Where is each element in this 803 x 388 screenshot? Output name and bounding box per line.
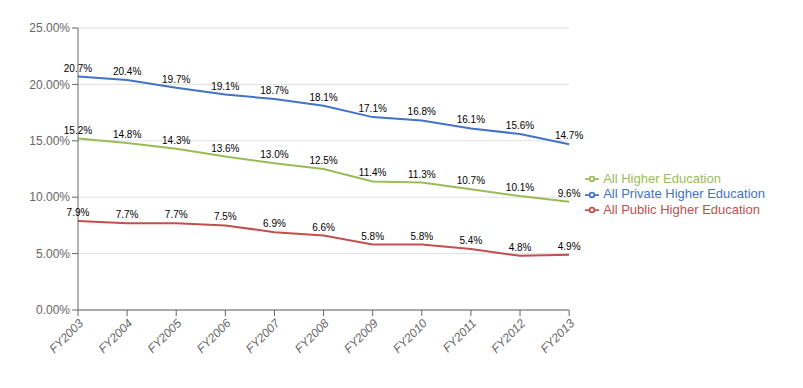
svg-text:FY2006: FY2006 (194, 316, 234, 356)
svg-text:FY2004: FY2004 (96, 316, 136, 356)
svg-text:4.9%: 4.9% (558, 241, 581, 252)
svg-text:FY2009: FY2009 (341, 316, 381, 356)
svg-text:15.6%: 15.6% (506, 120, 534, 131)
html-text:All Public Higher Education: All Public Higher Education (603, 201, 760, 217)
svg-text:10.1%: 10.1% (506, 182, 534, 193)
svg-text:9.6%: 9.6% (558, 188, 581, 199)
svg-text:FY2013: FY2013 (538, 316, 578, 356)
svg-text:14.8%: 14.8% (113, 129, 141, 140)
svg-text:19.1%: 19.1% (211, 81, 239, 92)
svg-text:17.1%: 17.1% (359, 103, 387, 114)
svg-text:11.3%: 11.3% (408, 169, 436, 180)
svg-text:6.9%: 6.9% (263, 218, 286, 229)
svg-text:16.1%: 16.1% (457, 114, 485, 125)
svg-text:18.7%: 18.7% (260, 85, 288, 96)
svg-text:5.8%: 5.8% (410, 231, 433, 242)
svg-text:10.7%: 10.7% (457, 175, 485, 186)
svg-text:5.8%: 5.8% (361, 231, 384, 242)
svg-text:7.7%: 7.7% (116, 209, 139, 220)
svg-text:FY2010: FY2010 (390, 316, 430, 356)
svg-text:18.1%: 18.1% (309, 92, 337, 103)
svg-text:11.4%: 11.4% (359, 167, 387, 178)
svg-text:20.00%: 20.00% (29, 78, 70, 92)
svg-text:4.8%: 4.8% (509, 242, 532, 253)
svg-text:20.4%: 20.4% (113, 66, 141, 77)
svg-text:7.9%: 7.9% (67, 207, 90, 218)
svg-text:25.00%: 25.00% (29, 21, 70, 35)
svg-text:5.4%: 5.4% (460, 235, 483, 246)
svg-text:13.6%: 13.6% (211, 143, 239, 154)
svg-text:20.7%: 20.7% (64, 63, 92, 74)
svg-text:15.2%: 15.2% (64, 125, 92, 136)
svg-text:12.5%: 12.5% (309, 155, 337, 166)
svg-text:7.7%: 7.7% (165, 209, 188, 220)
svg-text:FY2011: FY2011 (440, 316, 479, 355)
svg-text:7.5%: 7.5% (214, 211, 237, 222)
svg-text:FY2003: FY2003 (47, 316, 87, 356)
svg-text:6.6%: 6.6% (312, 222, 335, 233)
svg-text:FY2005: FY2005 (145, 316, 185, 356)
svg-text:15.00%: 15.00% (29, 134, 70, 148)
html-text:All Private Higher Education: All Private Higher Education (603, 186, 765, 202)
svg-text:14.7%: 14.7% (555, 130, 583, 141)
html-text:All Higher Education: All Higher Education (603, 170, 721, 186)
svg-text:16.8%: 16.8% (408, 106, 436, 117)
svg-text:FY2007: FY2007 (243, 315, 284, 356)
svg-text:10.00%: 10.00% (29, 190, 70, 204)
svg-text:0.00%: 0.00% (36, 303, 70, 317)
svg-text:19.7%: 19.7% (162, 74, 190, 85)
svg-text:14.3%: 14.3% (162, 135, 190, 146)
svg-text:5.00%: 5.00% (36, 247, 70, 261)
svg-text:13.0%: 13.0% (260, 149, 288, 160)
svg-text:FY2008: FY2008 (292, 316, 332, 356)
svg-text:FY2012: FY2012 (489, 316, 529, 356)
